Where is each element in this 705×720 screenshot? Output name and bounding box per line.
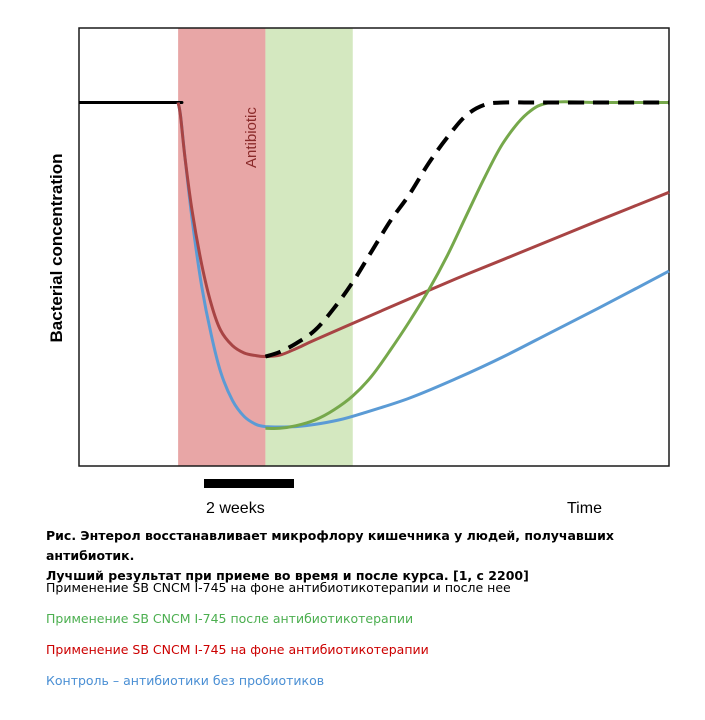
x-axis-label: Time bbox=[567, 500, 602, 517]
antibiotic-period-region bbox=[178, 28, 266, 466]
control-line bbox=[176, 102, 670, 429]
bacterial-concentration-chart: Antibiotic Bacterial concentration 2 wee… bbox=[47, 27, 670, 517]
legend-item-after: Применение SB CNCM I-745 после антибиоти… bbox=[46, 611, 414, 626]
region-label-antibiotic: Antibiotic bbox=[243, 107, 260, 168]
post-antibiotic-region bbox=[265, 28, 353, 466]
caption-line-2: Лучший результат при приеме во время и п… bbox=[46, 568, 529, 583]
legend: Применение SB CNCM I-745 на фоне антибио… bbox=[46, 572, 511, 696]
y-axis-label: Bacterial concentration bbox=[47, 154, 66, 343]
shaded-regions bbox=[178, 28, 353, 466]
two-weeks-label: 2 weeks bbox=[206, 500, 265, 517]
legend-item-during-and-after: Применение SB CNCM I-745 на фоне антибио… bbox=[46, 580, 511, 595]
legend-item-control: Контроль – антибиотики без пробиотиков bbox=[46, 673, 325, 688]
two-weeks-marker-bar bbox=[204, 479, 294, 488]
plot-frame bbox=[78, 27, 670, 467]
series-lines bbox=[79, 100, 670, 431]
legend-item-during: Применение SB CNCM I-745 на фоне антибио… bbox=[46, 642, 429, 657]
during-and-after-line bbox=[264, 100, 669, 359]
caption-line-1: Рис. Энтерол восстанавливает микрофлору … bbox=[46, 528, 614, 563]
after-line bbox=[265, 100, 669, 431]
figure-caption: Рис. Энтерол восстанавливает микрофлору … bbox=[46, 526, 686, 586]
